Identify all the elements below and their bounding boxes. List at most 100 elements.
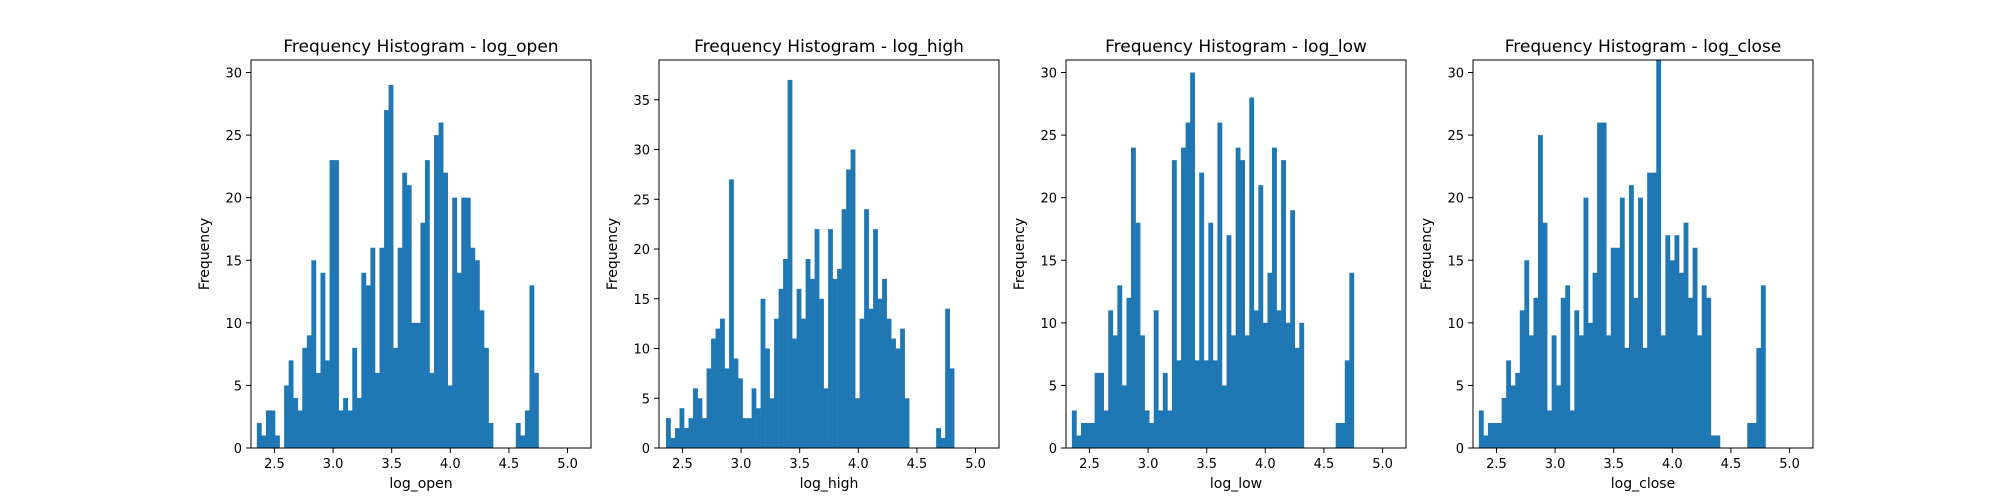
histogram-bar bbox=[524, 410, 530, 448]
histogram-bar bbox=[402, 172, 408, 448]
histogram-bar bbox=[1692, 247, 1698, 448]
histogram-bar bbox=[805, 258, 811, 448]
histogram-bar bbox=[1094, 372, 1100, 448]
histogram-bar bbox=[774, 318, 779, 448]
plot-frame bbox=[1472, 59, 1814, 449]
histogram-bar bbox=[456, 272, 462, 448]
bars bbox=[666, 79, 955, 449]
histogram-bar bbox=[787, 79, 793, 449]
histogram-bar bbox=[724, 368, 730, 448]
histogram-panel-4: 2.5 3.0 3.5 4.0 4.5 5.0 0 5 10 15 20 25 30 Frequency … bbox=[1419, 37, 1814, 492]
histogram-bar bbox=[864, 209, 869, 448]
histogram-bar bbox=[1126, 297, 1132, 448]
histogram-bar bbox=[711, 338, 716, 448]
histogram-bar bbox=[1556, 385, 1562, 448]
histogram-bar bbox=[1760, 285, 1766, 448]
y-tick-label: 5 bbox=[234, 379, 242, 394]
histogram-bar bbox=[936, 428, 941, 448]
histogram-bar bbox=[1688, 297, 1693, 448]
histogram-bar bbox=[1231, 335, 1236, 448]
histogram-bar bbox=[1501, 397, 1507, 448]
histogram-bar bbox=[1601, 122, 1607, 448]
histogram-bar bbox=[1574, 310, 1580, 448]
histogram-bar bbox=[379, 247, 385, 448]
histogram-bar bbox=[882, 278, 887, 448]
histogram-bar bbox=[1171, 160, 1177, 448]
histogram-bar bbox=[895, 348, 901, 448]
histogram-bar bbox=[1103, 410, 1109, 448]
histogram-bar bbox=[1153, 310, 1159, 448]
histogram-bar bbox=[1212, 360, 1218, 448]
histogram-bar bbox=[1267, 272, 1273, 448]
histogram-bar bbox=[1131, 147, 1136, 449]
histogram-bar bbox=[1090, 422, 1095, 448]
histogram-bar bbox=[1569, 410, 1575, 448]
histogram-bar bbox=[329, 160, 335, 448]
histogram-bar bbox=[1706, 297, 1712, 448]
histogram-bar bbox=[1592, 272, 1598, 448]
histogram-bar bbox=[488, 422, 494, 448]
x-tick-label: 4.0 bbox=[848, 457, 869, 472]
histogram-bar bbox=[1483, 435, 1489, 448]
histogram-bar bbox=[729, 179, 734, 448]
histogram-bar bbox=[1710, 435, 1716, 448]
histogram-bar bbox=[1492, 422, 1498, 448]
x-axis-label: log_close bbox=[1611, 476, 1675, 492]
histogram-bar bbox=[877, 298, 883, 448]
histogram-bar bbox=[1185, 122, 1191, 448]
histogram-bar bbox=[356, 397, 362, 448]
y-tick-label: 15 bbox=[1040, 254, 1057, 269]
histogram-bar bbox=[666, 418, 671, 448]
histogram-bar bbox=[1272, 147, 1277, 449]
bars bbox=[256, 85, 539, 448]
y-tick-label: 15 bbox=[633, 293, 650, 308]
y-tick-label: 5 bbox=[642, 392, 650, 407]
histogram-bar bbox=[533, 372, 539, 448]
histogram-bar bbox=[1190, 72, 1195, 449]
histogram-bar bbox=[465, 197, 471, 448]
histogram-bar bbox=[256, 422, 262, 448]
histogram-bar bbox=[1756, 347, 1762, 448]
histogram-bar bbox=[684, 428, 689, 448]
histogram-bar bbox=[1683, 222, 1689, 448]
histogram-bar bbox=[823, 388, 829, 448]
histogram-bar bbox=[320, 272, 326, 448]
histogram-bar bbox=[886, 318, 892, 448]
histogram-bar bbox=[1276, 310, 1282, 448]
histogram-bar bbox=[406, 185, 412, 448]
x-tick-label: 5.0 bbox=[965, 457, 986, 472]
histogram-bar bbox=[470, 247, 476, 448]
x-tick-label: 3.5 bbox=[1603, 457, 1624, 472]
y-tick-label: 30 bbox=[1040, 67, 1057, 82]
x-tick-label: 2.5 bbox=[672, 457, 693, 472]
histogram-bar bbox=[859, 318, 865, 448]
histogram-bar bbox=[1290, 210, 1296, 448]
histogram-bar bbox=[447, 385, 453, 448]
histogram-bar bbox=[715, 328, 721, 448]
histogram-bar bbox=[778, 288, 784, 448]
histogram-bar bbox=[1117, 285, 1123, 448]
histogram-bar bbox=[738, 378, 743, 448]
x-tick-label: 3.0 bbox=[1545, 457, 1566, 472]
histogram-bar bbox=[873, 229, 878, 448]
x-tick-label: 3.5 bbox=[381, 457, 402, 472]
y-tick-label: 15 bbox=[225, 254, 242, 269]
histogram-bar bbox=[1135, 222, 1141, 448]
histogram-bar bbox=[452, 197, 458, 448]
histogram-bar bbox=[1583, 197, 1589, 448]
histogram-bar bbox=[1506, 360, 1512, 448]
histogram-bar bbox=[1121, 385, 1127, 448]
histogram-bar bbox=[297, 410, 303, 448]
y-tick-label: 0 bbox=[1456, 442, 1464, 457]
histogram-bar bbox=[751, 388, 757, 448]
histogram-bar bbox=[675, 428, 680, 448]
histogram-bar bbox=[393, 347, 398, 448]
histogram-bar bbox=[720, 318, 725, 448]
histogram-bar bbox=[1533, 297, 1539, 448]
histogram-bar bbox=[1560, 297, 1566, 448]
histogram-bar bbox=[747, 418, 752, 448]
histogram-bar bbox=[1340, 422, 1346, 448]
histogram-bar bbox=[461, 197, 467, 448]
histogram-bar bbox=[1181, 147, 1186, 449]
